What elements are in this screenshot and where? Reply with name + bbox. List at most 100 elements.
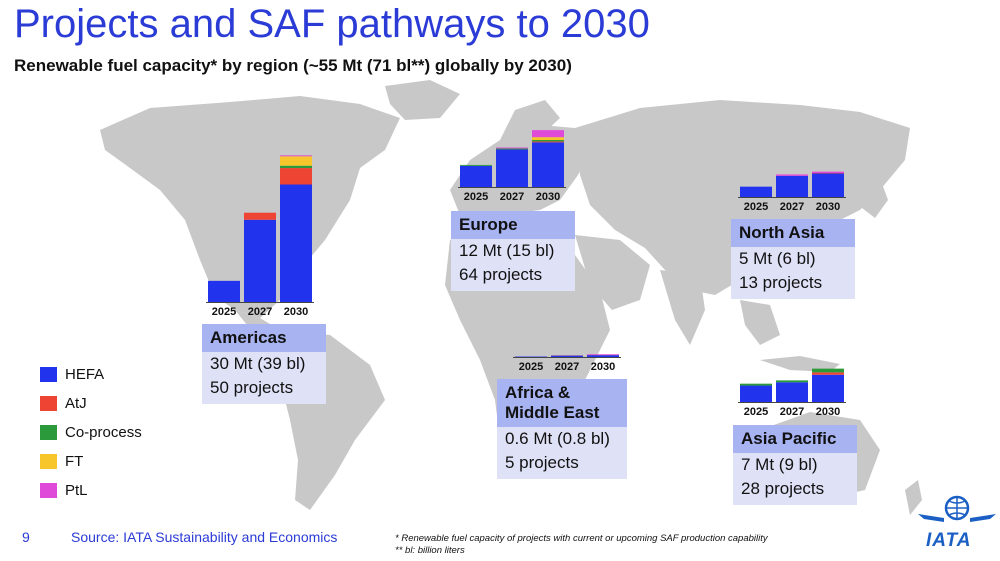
- region-name-line2: Middle East: [505, 403, 600, 422]
- bar-segment-ptl-2027: [776, 174, 808, 176]
- bar-segment-hefa-2025: [740, 186, 772, 197]
- bar-segment-hefa-2025: [460, 165, 492, 187]
- page-number: 9: [22, 529, 30, 545]
- bar-segment-ptl-2030: [280, 155, 312, 157]
- x-tick-label: 2027: [500, 191, 524, 203]
- legend-label: HEFA: [65, 366, 105, 383]
- region-projects: 28 projects: [741, 479, 825, 498]
- bar-segment-ptl-2030: [587, 354, 619, 355]
- bar-segment-hefa-2027: [776, 175, 808, 197]
- bar-segment-co-process-2025: [460, 164, 492, 166]
- legend-item-coprocess: Co-process: [40, 418, 142, 447]
- legend-label: Co-process: [65, 424, 142, 441]
- bar-segment-co-process-2030: [532, 140, 564, 142]
- region-name: Asia Pacific: [733, 425, 857, 453]
- region-capacity: 30 Mt (39 bl): [210, 354, 306, 373]
- bar-segment-hefa-2030: [532, 142, 564, 187]
- africa-me-info-box: Africa & Middle East 0.6 Mt (0.8 bl) 5 p…: [497, 379, 627, 479]
- europe-info-box: Europe 12 Mt (15 bl) 64 projects: [451, 211, 575, 291]
- page-subtitle: Renewable fuel capacity* by region (~55 …: [14, 56, 572, 75]
- asia-pacific-info-box: Asia Pacific 7 Mt (9 bl) 28 projects: [733, 425, 857, 505]
- region-capacity: 12 Mt (15 bl): [459, 241, 555, 260]
- bar-segment-co-process-2027: [496, 148, 528, 150]
- region-name: Americas: [202, 324, 326, 352]
- bar-segment-co-process-2030: [280, 165, 312, 169]
- bar-segment-atj-2030: [532, 141, 564, 143]
- x-tick-label: 2027: [780, 201, 804, 213]
- x-tick-label: 2025: [744, 406, 768, 418]
- x-tick-label: 2025: [212, 306, 236, 318]
- europe-chart: 2025 2027 2030: [458, 130, 566, 203]
- bar-segment-ptl-2030: [532, 130, 564, 138]
- x-tick-label: 2025: [464, 191, 488, 203]
- bar-segment-ptl-2027: [496, 147, 528, 149]
- legend-label: FT: [65, 453, 84, 470]
- footnote-1: * Renewable fuel capacity of projects wi…: [395, 533, 768, 544]
- north-asia-info-box: North Asia 5 Mt (6 bl) 13 projects: [731, 219, 855, 299]
- legend-label: PtL: [65, 482, 88, 499]
- footnote: * Renewable fuel capacity of projects wi…: [395, 533, 768, 557]
- bar-segment-atj-2030: [280, 168, 312, 185]
- x-tick-label: 2027: [555, 361, 579, 373]
- x-tick-label: 2025: [744, 201, 768, 213]
- footnote-2: ** bl: billion liters: [395, 545, 465, 556]
- bar-segment-hefa-2025: [208, 280, 240, 302]
- bar-segment-ft-2030: [280, 156, 312, 166]
- bar-segment-hefa-2025: [740, 385, 772, 402]
- legend-swatch: [40, 483, 57, 498]
- legend-label: AtJ: [65, 395, 87, 412]
- x-tick-label: 2030: [816, 201, 840, 213]
- region-capacity: 5 Mt (6 bl): [739, 249, 816, 268]
- bar-segment-ft-2030: [532, 137, 564, 140]
- legend-item-atj: AtJ: [40, 389, 142, 418]
- region-projects: 13 projects: [739, 273, 823, 292]
- region-name: Africa & Middle East: [497, 379, 627, 427]
- bar-segment-co-process-2027: [776, 380, 808, 383]
- iata-logo-text: IATA: [926, 530, 972, 551]
- x-tick-label: 2030: [591, 361, 615, 373]
- legend-swatch: [40, 454, 57, 469]
- chart-legend: HEFA AtJ Co-process FT PtL: [40, 360, 142, 505]
- bar-segment-hefa-2027: [244, 219, 276, 302]
- region-name: North Asia: [731, 219, 855, 247]
- x-tick-label: 2030: [816, 406, 840, 418]
- legend-item-ft: FT: [40, 447, 142, 476]
- legend-swatch: [40, 367, 57, 382]
- bar-segment-atj-2027: [244, 212, 276, 220]
- bar-segment-hefa-2027: [551, 355, 583, 357]
- americas-info-box: Americas 30 Mt (39 bl) 50 projects: [202, 324, 326, 404]
- region-name: Europe: [451, 211, 575, 239]
- iata-logo: [918, 495, 996, 522]
- page-title: Projects and SAF pathways to 2030: [14, 2, 650, 46]
- x-tick-label: 2030: [284, 306, 308, 318]
- bar-segment-co-process-2030: [812, 368, 844, 373]
- bar-segment-hefa-2027: [496, 149, 528, 187]
- legend-item-ptl: PtL: [40, 476, 142, 505]
- bar-segment-ptl-2030: [812, 171, 844, 174]
- legend-item-hefa: HEFA: [40, 360, 142, 389]
- bar-segment-co-process-2025: [740, 383, 772, 386]
- asia-pacific-chart: 2025 2027 2030: [738, 368, 846, 418]
- bar-segment-hefa-2027: [776, 382, 808, 402]
- region-capacity: 0.6 Mt (0.8 bl): [505, 429, 610, 448]
- region-projects: 64 projects: [459, 265, 543, 284]
- x-tick-label: 2027: [780, 406, 804, 418]
- africa-me-chart: 2025 2027 2030: [513, 354, 621, 373]
- x-tick-label: 2027: [248, 306, 272, 318]
- bar-segment-hefa-2030: [812, 374, 844, 402]
- bar-segment-hefa-2030: [280, 184, 312, 302]
- bar-segment-hefa-2030: [587, 355, 619, 357]
- region-capacity: 7 Mt (9 bl): [741, 455, 818, 474]
- americas-chart: 2025 2027 2030: [206, 155, 314, 318]
- bar-segment-hefa-2030: [812, 173, 844, 197]
- bar-segment-atj-2030: [812, 372, 844, 375]
- region-projects: 50 projects: [210, 378, 294, 397]
- x-tick-label: 2025: [519, 361, 543, 373]
- legend-swatch: [40, 425, 57, 440]
- x-tick-label: 2030: [536, 191, 560, 203]
- source-note: Source: IATA Sustainability and Economic…: [71, 529, 338, 545]
- north-asia-chart: 2025 2027 2030: [738, 171, 846, 213]
- region-projects: 5 projects: [505, 453, 579, 472]
- region-name-line1: Africa &: [505, 383, 571, 402]
- legend-swatch: [40, 396, 57, 411]
